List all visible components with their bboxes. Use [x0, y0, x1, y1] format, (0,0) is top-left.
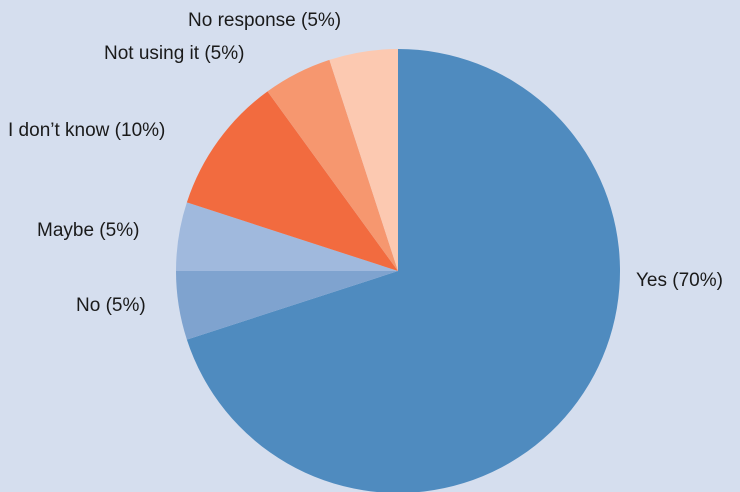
slice-label-no-response: No response (5%) — [188, 10, 342, 31]
slice-label-maybe: Maybe (5%) — [37, 220, 140, 241]
slice-not-using-it — [267, 59, 398, 272]
slice-label-not-using-it: Not using it (5%) — [104, 43, 245, 64]
slice-label-no: No (5%) — [76, 295, 146, 316]
slice-label-i-dont-know: I don’t know (10%) — [8, 120, 166, 141]
slice-yes — [186, 49, 620, 492]
slice-no — [176, 271, 398, 340]
slice-label-yes: Yes (70%) — [636, 270, 723, 291]
slice-maybe — [176, 202, 398, 271]
slice-no-response — [329, 49, 398, 271]
slice-i-dont-know — [186, 91, 398, 272]
